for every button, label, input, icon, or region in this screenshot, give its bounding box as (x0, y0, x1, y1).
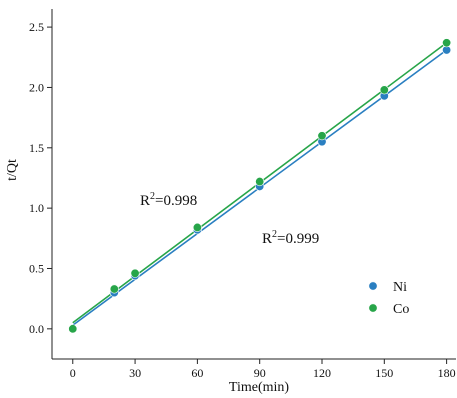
x-tick-label: 120 (313, 366, 331, 380)
y-tick-label: 2.0 (29, 80, 44, 94)
y-tick-label: 1.0 (29, 201, 44, 215)
data-points-layer (68, 38, 452, 334)
x-tick-label: 180 (438, 366, 456, 380)
x-axis-label: Time(min) (229, 380, 289, 395)
x-tick-label: 0 (70, 366, 76, 380)
y-tick-label: 0.0 (29, 322, 44, 336)
data-point-co (379, 85, 389, 95)
annotation-r2-ni: R2=0.999 (262, 229, 319, 247)
data-point-co (317, 131, 327, 141)
y-tick-label: 0.5 (29, 261, 44, 275)
data-point-co (109, 284, 119, 294)
legend-label-co: Co (393, 302, 409, 317)
y-axis-label: t/Qt (5, 159, 20, 181)
data-point-co (192, 222, 202, 232)
data-point-co (68, 324, 78, 334)
y-tick-label: 2.5 (29, 20, 44, 34)
data-point-co (255, 177, 265, 187)
x-tick-label: 30 (129, 366, 141, 380)
legend-marker-co (368, 303, 378, 313)
annotation-r2-co: R2=0.998 (140, 191, 197, 209)
legend-marker-ni (368, 281, 378, 291)
axes-layer: 0 30 60 90 120 150 180 0.0 0.5 1.0 1.5 2.0 2.5 (29, 9, 456, 380)
legend: Ni Co (368, 280, 409, 317)
x-tick-label: 150 (375, 366, 393, 380)
y-tick-label: 1.5 (29, 141, 44, 155)
data-point-co (442, 38, 452, 48)
legend-label-ni: Ni (393, 280, 407, 295)
x-tick-label: 90 (254, 366, 266, 380)
x-tick-label: 60 (191, 366, 203, 380)
data-point-co (130, 268, 140, 278)
